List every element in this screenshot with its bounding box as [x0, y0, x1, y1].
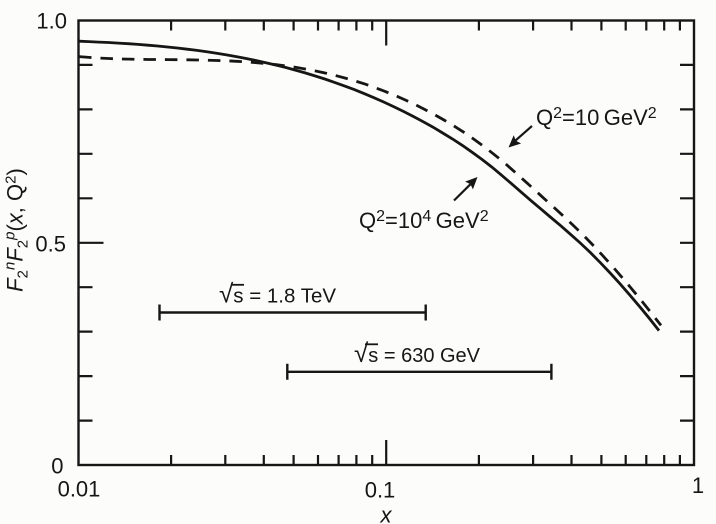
svg-text:0.01: 0.01 — [58, 477, 101, 502]
svg-text:F2nF2p(x, Q2): F2nF2p(x, Q2) — [2, 168, 32, 292]
svg-text:1: 1 — [692, 473, 704, 498]
svg-text:0.5: 0.5 — [35, 232, 66, 257]
svg-text:0: 0 — [51, 454, 63, 479]
svg-text:x: x — [380, 503, 393, 524]
svg-text:1.0: 1.0 — [36, 9, 67, 34]
svg-text:0.1: 0.1 — [365, 478, 396, 503]
